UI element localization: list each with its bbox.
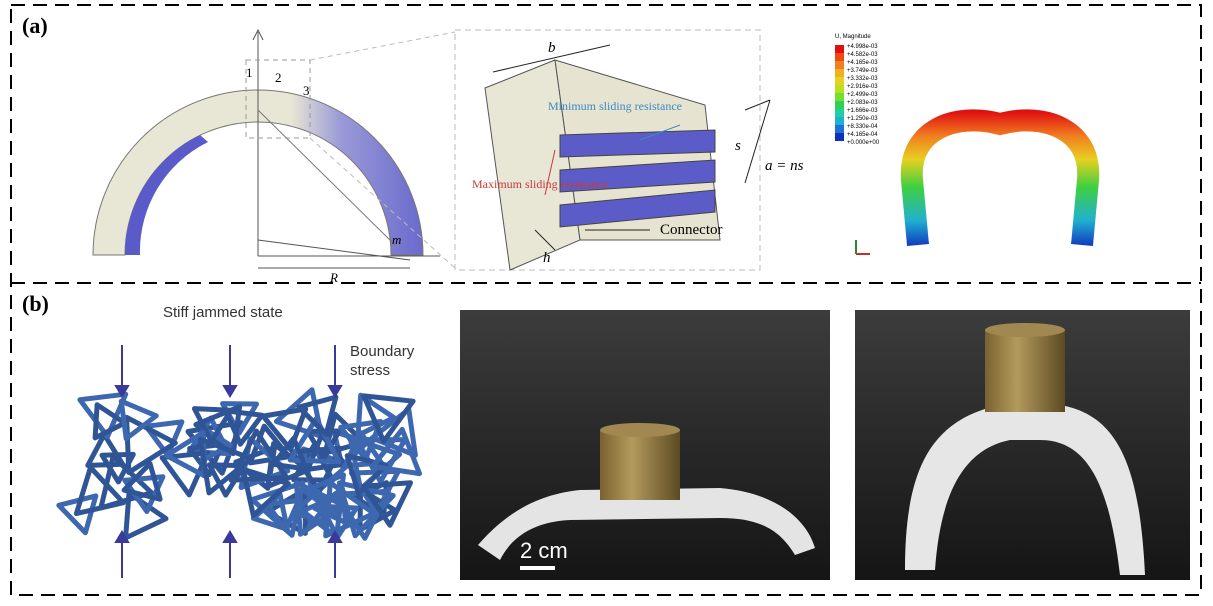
legend-label: +2.083e-03 xyxy=(847,100,878,106)
legend-label: +2.916e-03 xyxy=(847,84,878,90)
panel-label: (b) xyxy=(22,291,49,316)
annotation: Maximum sliding resistance xyxy=(472,177,608,191)
photo-arched xyxy=(855,310,1190,580)
legend-swatch xyxy=(835,77,844,85)
legend-swatch xyxy=(835,117,844,125)
annotation: Stiff jammed state xyxy=(163,304,283,321)
block-number: 1 xyxy=(246,65,253,80)
legend-label: +1.250e-03 xyxy=(847,116,878,122)
legend-label: +3.332e-03 xyxy=(847,76,878,82)
block-number: 3 xyxy=(303,83,310,98)
symbol: b xyxy=(548,40,556,56)
connector-diagram: b Minimum sliding resistance Maximum sli… xyxy=(455,30,804,270)
legend-swatch xyxy=(835,101,844,109)
particle xyxy=(80,394,126,436)
arch-symbol: m xyxy=(392,232,401,247)
symbol: h xyxy=(543,250,551,266)
legend-label: +4.998e-03 xyxy=(847,44,878,50)
legend-swatch xyxy=(835,125,844,133)
legend-swatch xyxy=(835,133,844,141)
legend-label: +4.165e-04 xyxy=(847,132,878,138)
legend-swatch xyxy=(835,85,844,93)
legend-label: +0.000e+00 xyxy=(847,140,880,146)
legend-swatch xyxy=(835,93,844,101)
figure: (a) 1 2 3 m R b Minimum sliding resistan… xyxy=(0,0,1213,601)
legend-title: U, Magnitude xyxy=(835,34,871,40)
annotation: Connector xyxy=(660,222,722,238)
symbol: a = ns xyxy=(765,158,804,174)
photo-flat: 2 cm xyxy=(460,310,830,580)
legend-label: +2.499e-03 xyxy=(847,92,878,98)
legend-label: +4.165e-03 xyxy=(847,60,878,66)
annotation: stress xyxy=(350,362,390,379)
legend-swatch xyxy=(835,69,844,77)
legend-swatch xyxy=(835,109,844,117)
jammed-particles xyxy=(59,390,420,539)
arch-symbol: R xyxy=(329,270,338,285)
legend-label: +1.666e-03 xyxy=(847,108,878,114)
arch-drawing: 1 2 3 m R xyxy=(93,30,455,285)
annotation: Minimum sliding resistance xyxy=(548,99,682,113)
legend-swatch xyxy=(835,61,844,69)
legend-swatch xyxy=(835,45,844,53)
legend-label: +8.330e-04 xyxy=(847,124,878,130)
legend: +4.998e-03 +4.582e-03 +4.165e-03 +3.749e-03… xyxy=(835,44,880,146)
legend-swatch xyxy=(835,53,844,61)
symbol: s xyxy=(735,138,741,154)
block-number: 2 xyxy=(275,70,282,85)
panel-label: (a) xyxy=(22,13,48,38)
legend-label: +3.749e-03 xyxy=(847,68,878,74)
legend-label: +4.582e-03 xyxy=(847,52,878,58)
contour-plot: U, Magnitude +4.998e-03 +4.582e-03 +4.165e… xyxy=(835,34,1088,254)
annotation: Boundary xyxy=(350,343,415,360)
scale-label: 2 cm xyxy=(520,538,568,563)
